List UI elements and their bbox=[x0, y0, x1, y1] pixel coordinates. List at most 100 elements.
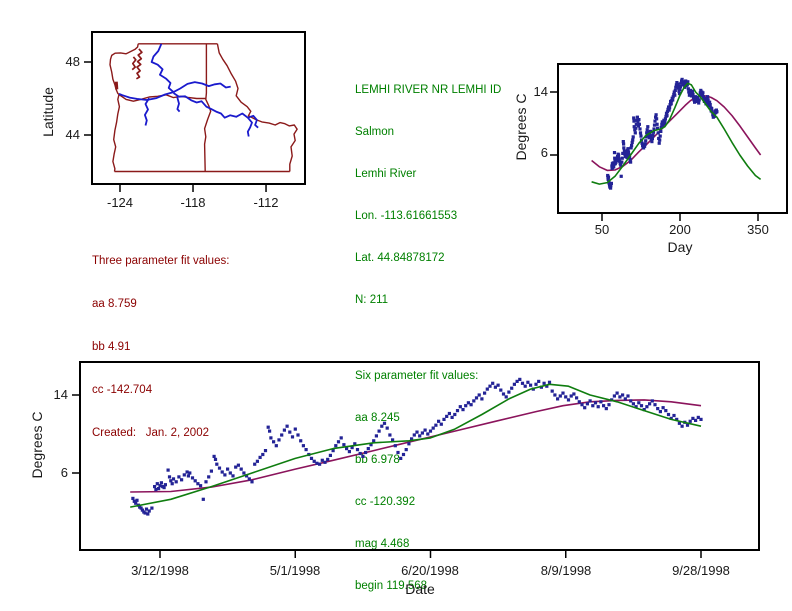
observed-point bbox=[261, 452, 265, 457]
observed-point bbox=[364, 450, 368, 455]
six-param-mag: mag 4.468 bbox=[355, 538, 410, 550]
observed-point bbox=[652, 127, 656, 131]
observed-point bbox=[697, 98, 701, 102]
six-param-aa: aa 8.245 bbox=[355, 412, 400, 424]
observed-point bbox=[477, 393, 481, 397]
six-param-heading: Six parameter fit values: bbox=[355, 370, 479, 382]
observed-point bbox=[661, 406, 665, 410]
observed-point bbox=[285, 424, 289, 428]
observed-point bbox=[624, 150, 628, 154]
observed-point bbox=[585, 402, 589, 406]
day-plot-y-tick-label: 6 bbox=[540, 145, 548, 160]
observed-point bbox=[361, 454, 365, 458]
observed-point bbox=[193, 479, 197, 483]
observed-point bbox=[697, 101, 701, 105]
observed-point bbox=[277, 438, 281, 442]
observed-point bbox=[423, 428, 427, 432]
observed-point bbox=[678, 84, 683, 89]
observed-point bbox=[619, 174, 623, 178]
observed-point bbox=[434, 423, 438, 427]
observed-point bbox=[336, 440, 341, 444]
observed-point bbox=[629, 146, 633, 150]
observed-point bbox=[599, 400, 603, 404]
observed-point bbox=[399, 456, 403, 460]
observed-point bbox=[159, 481, 163, 485]
map-x-tick-label: -112 bbox=[253, 195, 279, 210]
observed-point bbox=[564, 395, 568, 399]
three-param-heading: Three parameter fit values: bbox=[92, 255, 230, 267]
observed-point bbox=[657, 141, 661, 145]
observed-point bbox=[439, 422, 443, 426]
river-path bbox=[144, 97, 150, 126]
observed-point bbox=[629, 160, 633, 164]
observed-point bbox=[676, 82, 680, 86]
observed-point bbox=[626, 147, 630, 151]
date-plot-y-axis-title: Degrees C bbox=[29, 411, 45, 479]
observed-point bbox=[648, 129, 652, 133]
observed-point bbox=[162, 486, 166, 490]
observed-point bbox=[632, 116, 636, 120]
observed-point bbox=[655, 117, 659, 121]
observed-point bbox=[180, 478, 184, 482]
map-plot bbox=[84, 31, 306, 192]
observed-point bbox=[347, 450, 351, 454]
map-y-tick-label: 48 bbox=[65, 54, 80, 69]
station-latitude: Lat. 44.84878172 bbox=[355, 252, 445, 264]
observed-point bbox=[652, 123, 657, 127]
date-plot bbox=[72, 361, 760, 558]
observed-point bbox=[646, 130, 650, 134]
observed-point bbox=[678, 88, 682, 92]
observed-point bbox=[220, 470, 224, 474]
observed-point bbox=[640, 141, 644, 145]
observed-point bbox=[350, 446, 354, 450]
observed-point bbox=[355, 448, 360, 452]
observed-point bbox=[488, 384, 492, 388]
observed-point bbox=[663, 117, 667, 121]
observed-point bbox=[701, 91, 705, 95]
observed-point bbox=[663, 119, 667, 123]
date-plot-y-tick-label: 14 bbox=[53, 387, 68, 402]
observed-point bbox=[396, 450, 400, 455]
observed-point bbox=[374, 434, 378, 438]
observed-point bbox=[708, 103, 712, 107]
observed-point bbox=[656, 131, 660, 135]
observed-point bbox=[326, 457, 330, 461]
observed-point bbox=[680, 424, 684, 428]
observed-point bbox=[153, 485, 157, 489]
observed-point bbox=[624, 153, 628, 157]
observed-point bbox=[431, 426, 435, 430]
observed-point bbox=[655, 122, 659, 126]
observed-point bbox=[353, 442, 357, 446]
observed-point bbox=[696, 415, 700, 419]
observed-point bbox=[204, 480, 208, 484]
observed-point bbox=[609, 184, 613, 188]
observed-point bbox=[673, 88, 677, 92]
observed-point bbox=[696, 95, 700, 100]
observed-point bbox=[706, 98, 710, 102]
observed-point bbox=[637, 122, 641, 126]
observed-point bbox=[185, 470, 189, 474]
observed-point bbox=[140, 508, 144, 512]
six-param-bb: bb 6.978 bbox=[355, 454, 400, 466]
observed-point bbox=[170, 482, 174, 486]
observed-point bbox=[556, 397, 560, 401]
observed-point bbox=[664, 409, 668, 413]
observed-point bbox=[309, 456, 314, 460]
three-param-bb: bb 4.91 bbox=[92, 341, 131, 353]
observed-point bbox=[223, 473, 227, 477]
observed-point bbox=[372, 439, 376, 443]
observed-point bbox=[618, 395, 622, 399]
observed-point bbox=[639, 134, 643, 138]
map-y-tick-label: 44 bbox=[65, 127, 80, 142]
observed-point bbox=[633, 131, 637, 135]
observed-point bbox=[680, 77, 684, 81]
observed-point bbox=[445, 414, 449, 418]
observed-point bbox=[645, 128, 649, 132]
observed-point bbox=[558, 394, 562, 398]
observed-point bbox=[369, 443, 373, 447]
observed-point bbox=[662, 121, 666, 126]
observed-point bbox=[631, 402, 635, 406]
observed-point bbox=[642, 408, 646, 412]
observed-point bbox=[690, 89, 695, 93]
